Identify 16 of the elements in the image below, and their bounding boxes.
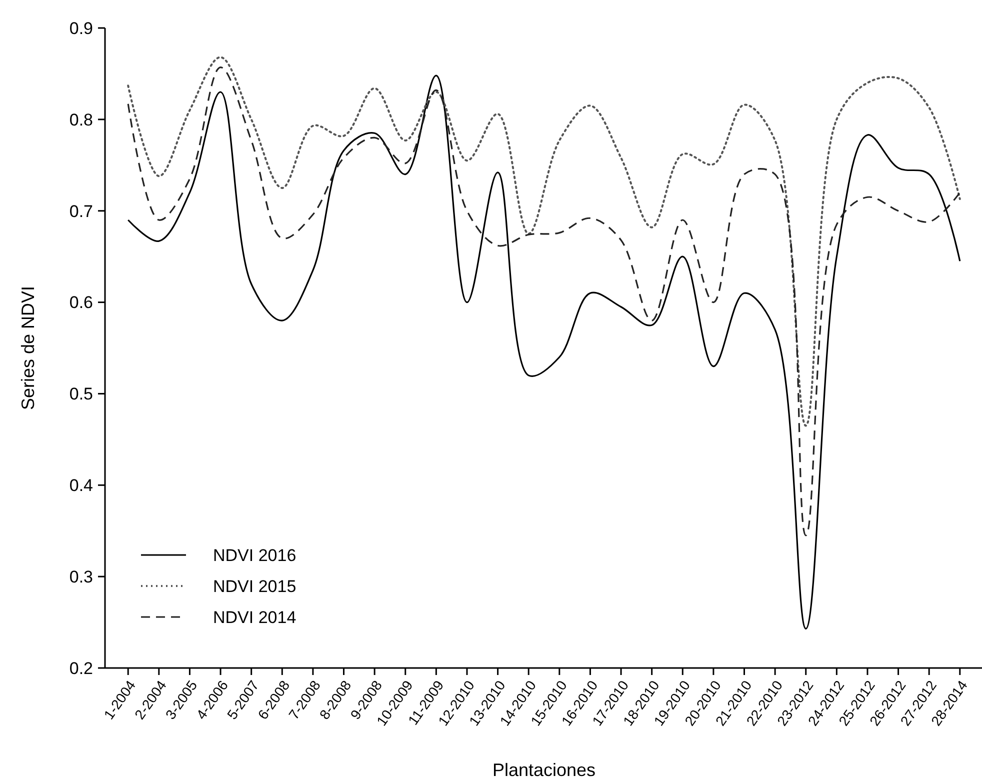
- y-tick-label: 0.3: [69, 568, 93, 587]
- y-tick-label: 0.2: [69, 658, 93, 678]
- line-series: [127, 56, 961, 427]
- y-tick-label: 0.4: [69, 476, 93, 496]
- legend-label: NDVI 2015: [213, 576, 296, 596]
- y-axis-title: Series de NDVI: [18, 286, 38, 410]
- y-tick-label: 0.9: [69, 18, 93, 38]
- legend-label: NDVI 2014: [213, 608, 296, 627]
- y-tick-label: 0.6: [69, 293, 93, 312]
- y-tick-label: 0.5: [69, 384, 93, 404]
- line-series: [127, 74, 961, 630]
- y-tick-label: 0.8: [69, 110, 93, 130]
- legend-label: NDVI 2016: [213, 546, 296, 565]
- y-tick-label: 0.7: [69, 202, 93, 221]
- line-series: [127, 66, 961, 536]
- x-axis-title: Plantaciones: [492, 760, 596, 778]
